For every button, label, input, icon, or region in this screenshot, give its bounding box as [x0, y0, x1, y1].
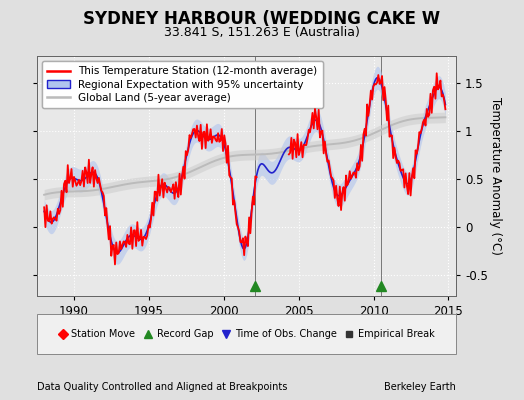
Text: Berkeley Earth: Berkeley Earth [384, 382, 456, 392]
Legend: This Temperature Station (12-month average), Regional Expectation with 95% uncer: This Temperature Station (12-month avera… [42, 61, 323, 108]
Text: 33.841 S, 151.263 E (Australia): 33.841 S, 151.263 E (Australia) [164, 26, 360, 39]
Text: SYDNEY HARBOUR (WEDDING CAKE W: SYDNEY HARBOUR (WEDDING CAKE W [83, 10, 441, 28]
Legend: Station Move, Record Gap, Time of Obs. Change, Empirical Break: Station Move, Record Gap, Time of Obs. C… [55, 326, 438, 342]
Y-axis label: Temperature Anomaly (°C): Temperature Anomaly (°C) [489, 97, 501, 255]
Text: Data Quality Controlled and Aligned at Breakpoints: Data Quality Controlled and Aligned at B… [37, 382, 287, 392]
